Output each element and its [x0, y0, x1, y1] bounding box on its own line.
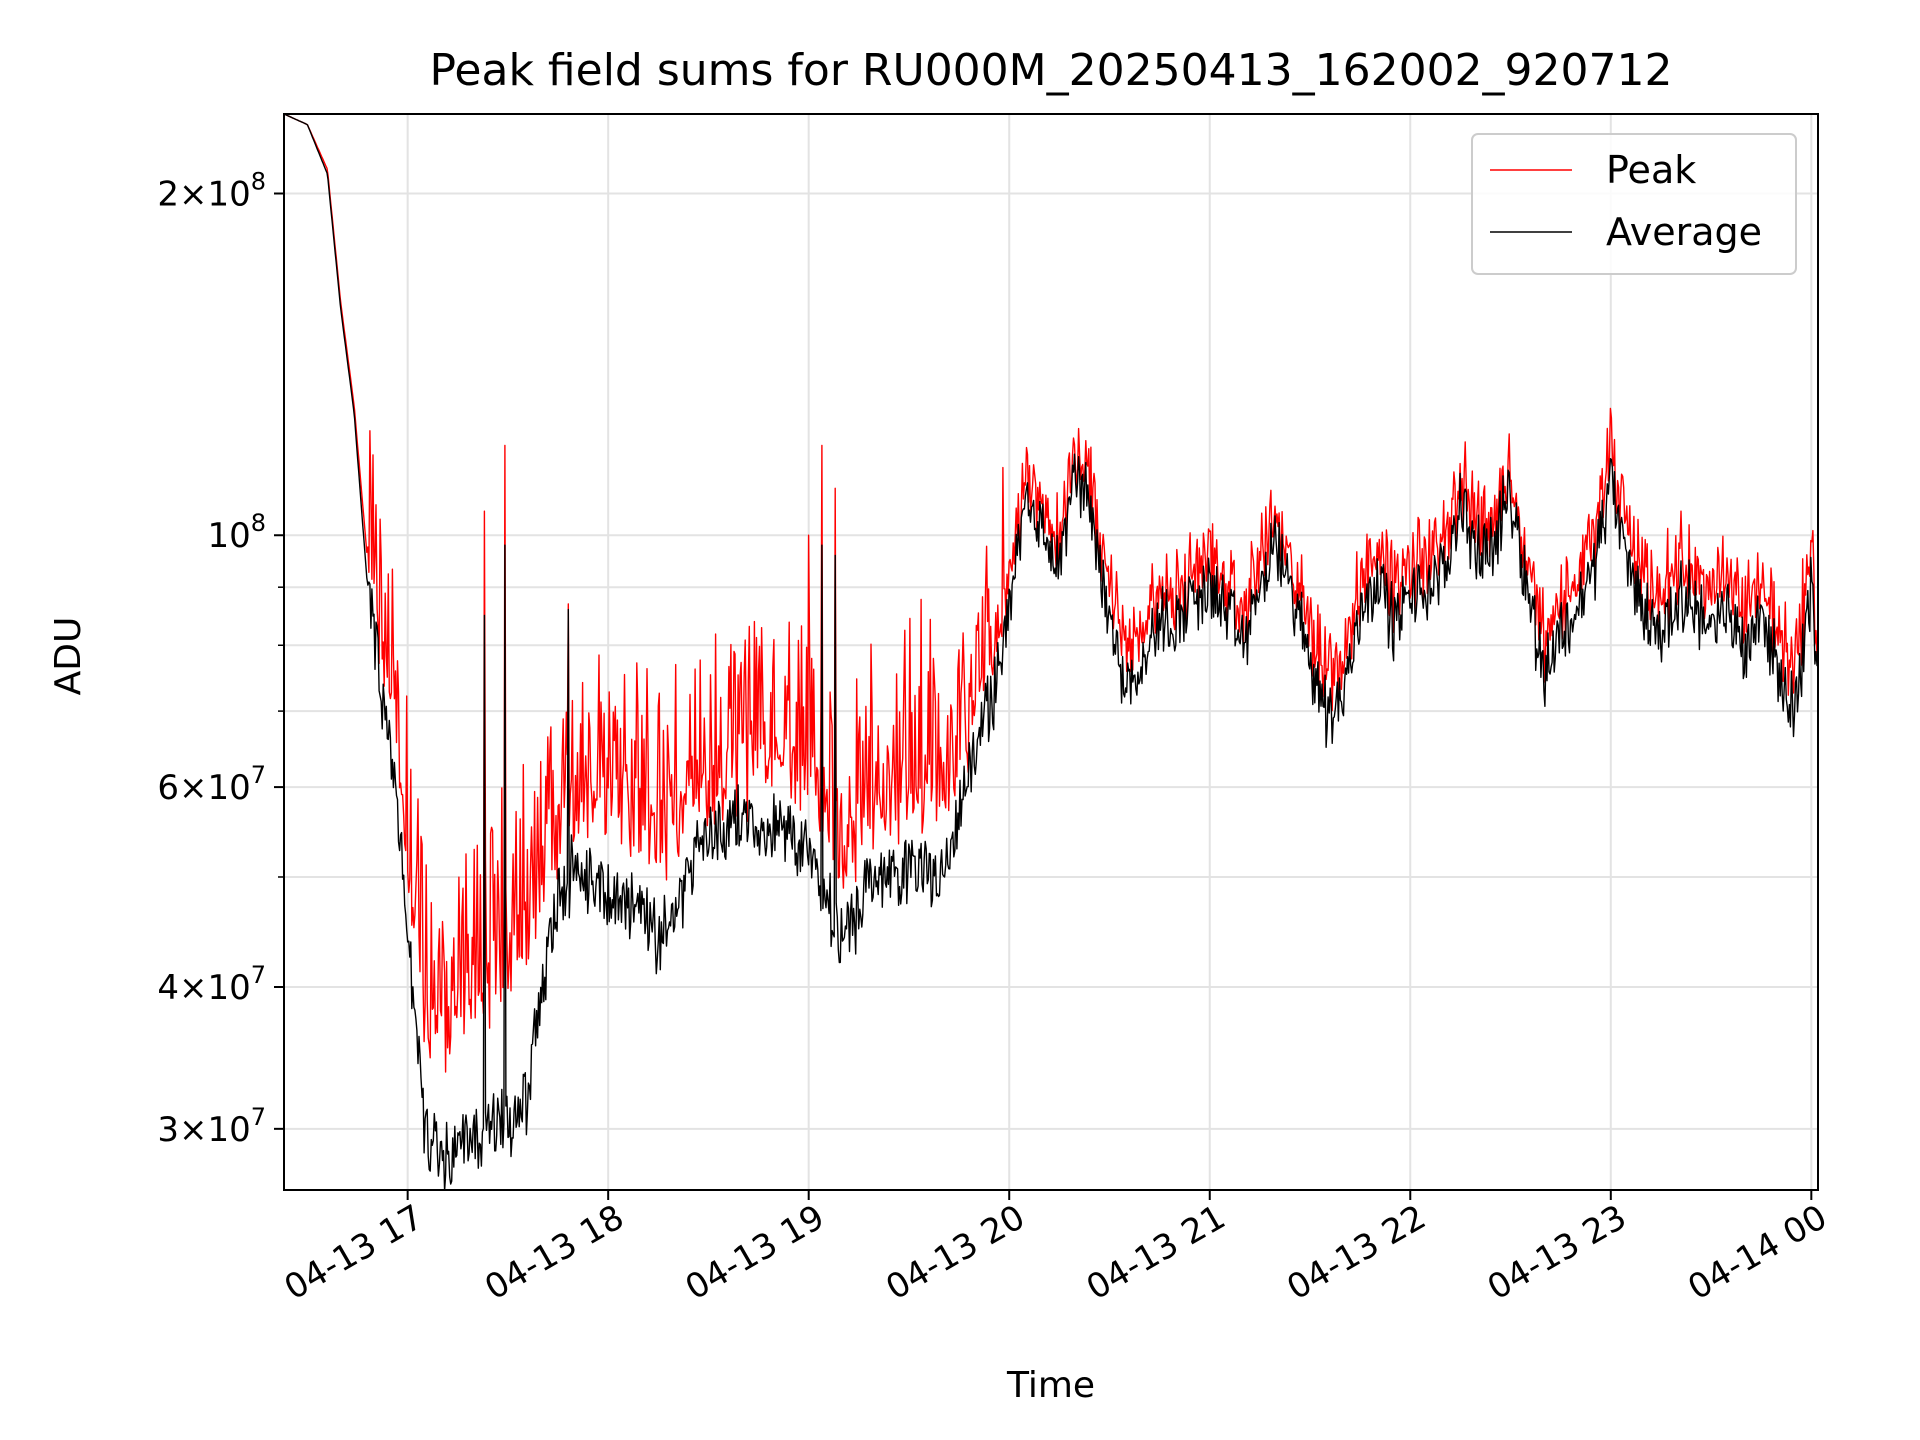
series-lines [284, 114, 1818, 1190]
y-tick-exponent: 8 [251, 168, 266, 196]
y-tick-times: ×10 [179, 175, 251, 215]
legend-label-peak: Peak [1606, 148, 1696, 192]
y-tick-mantissa: 4 [157, 968, 179, 1008]
y-tick-times: ×10 [179, 768, 251, 808]
y-tick-base: 10 [207, 516, 250, 556]
y-tick-exponent: 8 [251, 509, 266, 537]
y-tick-label: 6×107 [157, 761, 266, 808]
legend-label-average: Average [1606, 210, 1762, 254]
y-tick-exponent: 7 [251, 961, 266, 989]
chart-title: Peak field sums for RU000M_20250413_1620… [429, 45, 1672, 96]
legend: Peak Average [1471, 133, 1797, 275]
y-tick-label: 4×107 [157, 961, 266, 1008]
y-tick-exponent: 7 [251, 1103, 266, 1131]
y-tick-label: 2×108 [157, 168, 266, 215]
y-tick-mantissa: 3 [157, 1110, 179, 1150]
legend-box [1471, 133, 1797, 275]
y-tick-exponent: 7 [251, 761, 266, 789]
y-tick-times: ×10 [179, 968, 251, 1008]
y-tick-label: 108 [207, 509, 266, 556]
y-tick-mantissa: 6 [157, 768, 179, 808]
y-tick-mantissa: 2 [157, 175, 179, 215]
y-tick-times: ×10 [179, 1110, 251, 1150]
y-tick-label: 3×107 [157, 1103, 266, 1150]
series-line-average [284, 114, 1818, 1190]
plot-frame [283, 113, 1819, 1191]
y-axis-label: ADU [48, 617, 89, 696]
x-axis-label: Time [1006, 1365, 1095, 1406]
